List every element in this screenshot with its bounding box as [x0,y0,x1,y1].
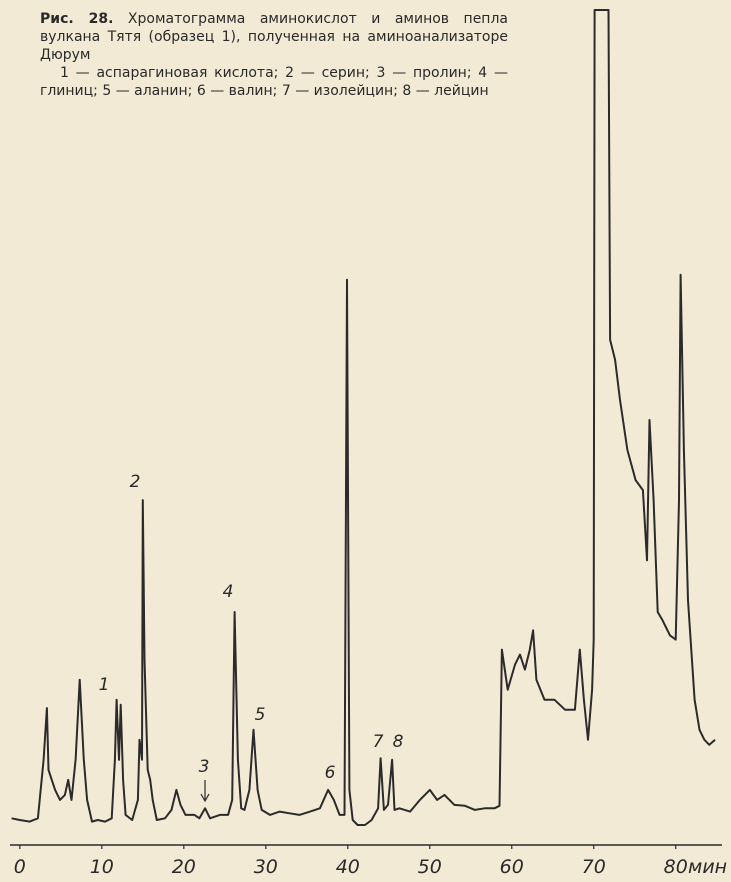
x-tick-label: 30 [254,856,278,878]
x-tick-label: 0 [14,856,26,878]
arrow-head [200,793,210,803]
peak-label: 7 [373,732,384,752]
x-tick-label: 60 [500,856,524,878]
x-tick-label: 50 [418,856,442,878]
caption: Рис. 28. Хроматограмма аминокислот и ами… [40,10,508,100]
x-tick-label: 10 [90,856,114,878]
title: Хроматограмма аминокислот и аминов пепла… [40,11,508,63]
x-tick-label: 70 [582,856,606,878]
peak-label: 5 [255,705,266,725]
peak-label: 1 [99,675,110,695]
peak-label: 2 [130,472,141,492]
trace [11,9,716,826]
peak-label: 6 [325,763,336,783]
x-tick-label: 80 [664,856,688,878]
figure-label: Рис. 28. [40,11,114,27]
x-tick-label: 40 [336,856,360,878]
caption-title: Рис. 28. Хроматограмма аминокислот и ами… [40,10,508,64]
peak-label: 8 [393,732,404,752]
peak-label: 4 [223,582,234,602]
x-tick-label: 20 [172,856,196,878]
legend-text: 1 — аспарагиновая кислота; 2 — серин; 3 … [40,65,508,99]
peak-label: 3 [199,757,210,777]
x-axis-label: мин [688,856,727,878]
